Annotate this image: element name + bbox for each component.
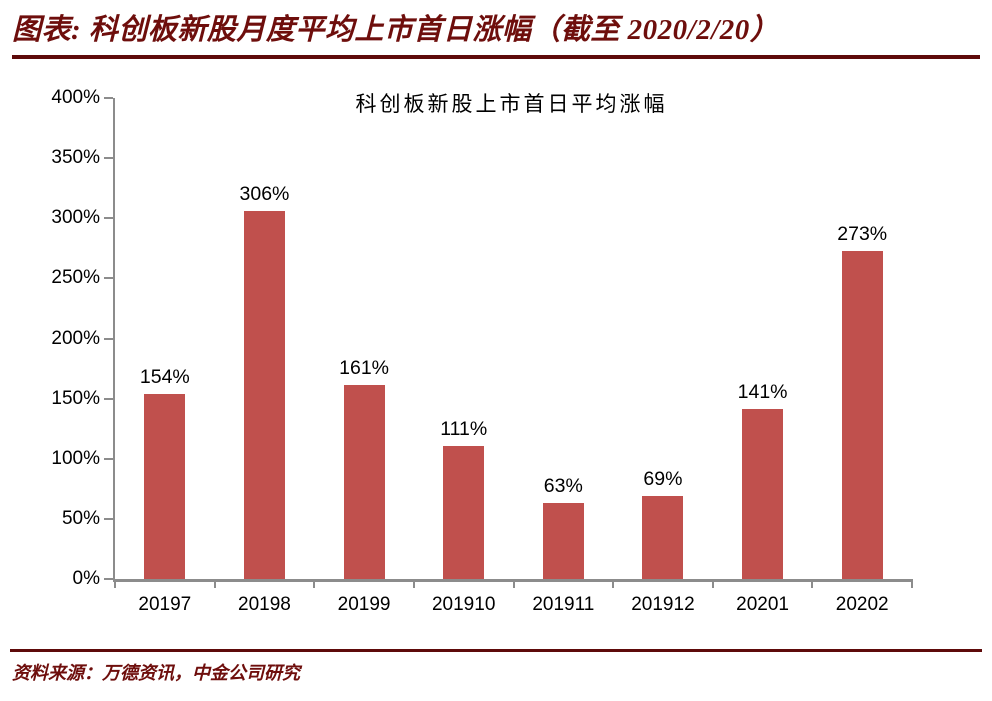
y-axis-tick bbox=[104, 217, 113, 220]
bar-value-label: 63% bbox=[543, 475, 583, 498]
x-axis-tick bbox=[512, 579, 515, 588]
bar-value-label: 154% bbox=[139, 365, 190, 388]
x-axis-tick bbox=[114, 579, 116, 588]
title-divider bbox=[12, 55, 980, 59]
y-axis-label: 50% bbox=[61, 507, 100, 529]
bar bbox=[542, 503, 584, 579]
bar bbox=[742, 409, 784, 579]
y-axis-tick bbox=[104, 337, 113, 340]
footer-divider bbox=[10, 649, 982, 652]
x-axis-tick bbox=[412, 579, 415, 588]
y-axis-tick bbox=[104, 457, 113, 460]
source-note: 资料来源：万德资讯，中金公司研究 bbox=[12, 663, 300, 683]
bar bbox=[642, 496, 684, 579]
x-axis-label: 20197 bbox=[138, 594, 192, 615]
x-axis-tick bbox=[612, 579, 615, 588]
y-axis-label: 300% bbox=[51, 207, 100, 229]
bar bbox=[343, 385, 385, 579]
x-axis-label: 201912 bbox=[631, 594, 695, 615]
bar-value-label: 273% bbox=[837, 222, 888, 245]
bar-value-label: 306% bbox=[239, 183, 290, 206]
bar-value-label: 111% bbox=[440, 417, 488, 440]
figure-title: 图表: 科创板新股月度平均上市首日涨幅（截至 2020/2/20） bbox=[12, 14, 780, 46]
y-axis-label: 400% bbox=[51, 87, 100, 108]
x-axis-tick bbox=[213, 579, 216, 588]
bar bbox=[243, 211, 285, 579]
bar-value-label: 69% bbox=[643, 468, 683, 491]
x-axis-tick bbox=[911, 579, 913, 588]
y-axis-label: 250% bbox=[51, 267, 100, 289]
y-axis-tick bbox=[104, 578, 113, 580]
x-axis-tick bbox=[313, 579, 316, 588]
bar-chart-plot-area: 0% 50% 100% 150% 200% 250% 300% 350% 400% 154% 201… bbox=[51, 87, 913, 615]
y-axis-label: 100% bbox=[51, 447, 100, 469]
y-axis-tick bbox=[104, 277, 113, 280]
y-axis-tick bbox=[104, 157, 113, 160]
x-axis-label: 201911 bbox=[532, 594, 595, 615]
y-axis-label: 0% bbox=[72, 568, 100, 589]
bar-value-label: 161% bbox=[339, 357, 389, 380]
x-axis-label: 201910 bbox=[431, 594, 496, 615]
chart-title: 科创板新股上市首日平均涨幅 bbox=[355, 92, 668, 116]
x-axis-tick bbox=[711, 579, 714, 588]
x-axis-tick bbox=[811, 579, 814, 588]
y-axis-label: 200% bbox=[51, 327, 100, 349]
y-axis-label: 150% bbox=[51, 387, 100, 409]
y-axis-tick bbox=[104, 97, 113, 99]
x-axis-label: 20202 bbox=[835, 594, 889, 615]
x-axis-label: 20201 bbox=[736, 594, 789, 615]
bar-value-label: 141% bbox=[737, 381, 788, 404]
y-axis-label: 350% bbox=[51, 147, 100, 169]
x-axis-label: 20198 bbox=[238, 594, 291, 615]
y-axis-tick bbox=[104, 397, 113, 400]
bar bbox=[841, 250, 883, 579]
bar bbox=[144, 393, 186, 579]
x-axis-label: 20199 bbox=[337, 594, 391, 615]
y-axis-tick bbox=[104, 517, 113, 520]
bar bbox=[443, 445, 485, 579]
